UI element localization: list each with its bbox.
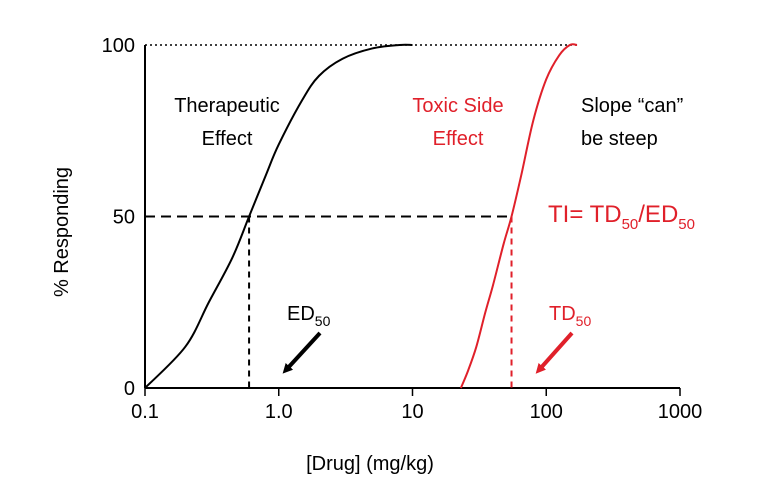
ed50-sub: 50 (315, 313, 331, 329)
y-tick-label: 0 (124, 378, 135, 400)
ti-slash: /ED (638, 201, 678, 228)
ti-main: TI= TD (548, 201, 622, 228)
x-tick-label: 1.0 (265, 401, 293, 423)
ti-sub1: 50 (622, 216, 639, 233)
x-axis-label: [Drug] (mg/kg) (306, 453, 434, 475)
legend-toxic-line1: Toxic Side (412, 95, 503, 117)
ed50-arrow (282, 331, 322, 374)
ed50-main: ED (287, 303, 315, 325)
legend-therapeutic-line2: Effect (202, 128, 253, 150)
y-axis-label: % Responding (51, 167, 73, 297)
therapeutic-curve (144, 43, 413, 389)
x-tick-label: 100 (530, 401, 563, 423)
x-tick-label: 1000 (658, 401, 703, 423)
slope-annotation-line1: Slope “can” (581, 95, 683, 117)
toxic-curve (459, 43, 578, 389)
td50-main: TD (549, 303, 576, 325)
legend-toxic-line2: Effect (433, 128, 484, 150)
td50-label: TD50 (549, 303, 591, 329)
x-tick-label: 10 (401, 401, 423, 423)
x-tick-label: 0.1 (131, 401, 159, 423)
slope-annotation-line2: be steep (581, 128, 658, 150)
td50-sub: 50 (576, 313, 592, 329)
ti-formula: TI= TD50/ED50 (548, 201, 695, 233)
td50-arrow (535, 331, 574, 374)
y-tick-label: 100 (102, 35, 135, 57)
ti-sub2: 50 (678, 216, 695, 233)
legend-therapeutic-line1: Therapeutic (174, 95, 280, 117)
y-tick-label: 50 (113, 207, 135, 229)
ed50-label: ED50 (287, 303, 331, 329)
